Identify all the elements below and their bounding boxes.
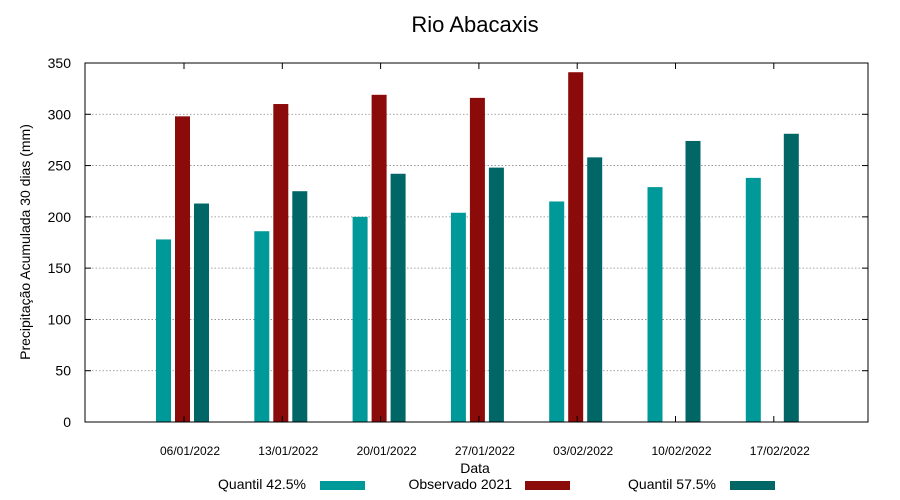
y-tick-label: 250 bbox=[48, 158, 72, 174]
y-tick-label: 350 bbox=[48, 55, 72, 71]
legend-swatch bbox=[525, 481, 570, 490]
bar bbox=[371, 94, 387, 422]
plot-frame bbox=[84, 62, 869, 423]
y-tick-label: 200 bbox=[48, 209, 72, 225]
bar bbox=[488, 167, 504, 422]
bar bbox=[783, 133, 799, 422]
chart-title: Rio Abacaxis bbox=[411, 12, 538, 37]
y-tick-label: 50 bbox=[55, 363, 71, 379]
legend-label: Observado 2021 bbox=[408, 476, 512, 492]
legend-swatch bbox=[320, 481, 365, 490]
x-axis-label: Data bbox=[460, 460, 490, 476]
legend-swatch bbox=[730, 481, 775, 490]
bar bbox=[292, 191, 308, 422]
y-tick-label: 100 bbox=[48, 311, 72, 327]
legend: Quantil 42.5% Observado 2021 Quantil 57.5% bbox=[218, 476, 775, 492]
bar bbox=[469, 97, 485, 423]
legend-label: Quantil 42.5% bbox=[218, 476, 306, 492]
y-tick-label: 150 bbox=[48, 260, 72, 276]
bar bbox=[175, 116, 190, 422]
x-tick-label: 03/02/2022 bbox=[553, 444, 613, 458]
x-tick-label: 13/01/2022 bbox=[258, 444, 318, 458]
x-tick-label: 20/01/2022 bbox=[357, 444, 417, 458]
bar bbox=[273, 104, 289, 423]
x-axis-ticks: 06/01/2022 13/01/2022 20/01/2022 27/01/2022… bbox=[160, 63, 810, 458]
grid-lines bbox=[85, 113, 868, 372]
bar bbox=[450, 212, 466, 422]
bar bbox=[156, 239, 171, 422]
bar bbox=[254, 231, 270, 422]
x-tick-label: 10/02/2022 bbox=[651, 444, 711, 458]
bar bbox=[568, 72, 584, 422]
x-tick-label: 27/01/2022 bbox=[455, 444, 515, 458]
bars bbox=[156, 72, 799, 423]
bar bbox=[549, 201, 565, 422]
y-tick-label: 300 bbox=[48, 106, 72, 122]
bar bbox=[647, 187, 663, 422]
bar bbox=[352, 216, 368, 422]
x-tick-label: 06/01/2022 bbox=[160, 444, 220, 458]
bar bbox=[745, 177, 761, 422]
legend-label: Quantil 57.5% bbox=[628, 476, 716, 492]
y-axis-ticks: 0 50 100 150 200 250 300 350 bbox=[48, 55, 868, 430]
bar bbox=[685, 140, 701, 422]
bar bbox=[390, 173, 406, 422]
y-tick-label: 0 bbox=[63, 414, 71, 430]
bar bbox=[587, 157, 603, 422]
bar bbox=[194, 203, 209, 422]
x-tick-label: 17/02/2022 bbox=[750, 444, 810, 458]
y-axis-label: Precipitação Acumulada 30 dias (mm) bbox=[17, 124, 33, 360]
